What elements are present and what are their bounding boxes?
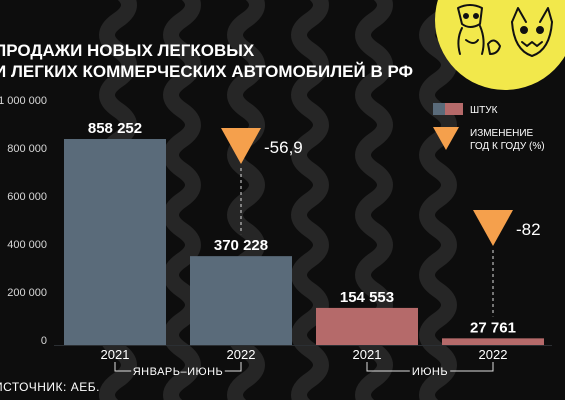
chart-title-line-1: ПРОДАЖИ НОВЫХ ЛЕГКОВЫХ (0, 41, 255, 60)
chart-title-line-2: И ЛЕГКИХ КОММЕРЧЕСКИХ АВТОМОБИЛЕЙ В РФ (0, 62, 413, 81)
change-triangle-marker (221, 128, 261, 164)
x-tick-label: 2021 (353, 347, 382, 362)
bar-value-label: 858 252 (88, 120, 142, 137)
legend: ШТУК ИЗМЕНЕНИЕ ГОД К ГОДУ (%) (433, 103, 545, 152)
group-bracket (114, 362, 242, 372)
bar-value-label: 370 228 (214, 237, 268, 254)
x-tick-label: 2021 (101, 347, 130, 362)
y-tick-label: 400 000 (7, 239, 47, 251)
bar-value-label: 154 553 (340, 289, 394, 306)
y-tick-label: 200 000 (7, 287, 47, 299)
group-label: ЯНВАРЬ–ИЮНЬ (133, 366, 224, 378)
x-tick-label: 2022 (479, 347, 508, 362)
legend-label-change-line-2: ГОД К ГОДУ (%) (470, 141, 545, 152)
y-tick-label: 600 000 (7, 191, 47, 203)
legend-triangle-icon (433, 127, 459, 150)
cartoon-characters-logo-icon (457, 4, 553, 57)
bar (64, 139, 166, 345)
wave-line (163, 0, 201, 400)
bar-value-label: 27 761 (470, 319, 516, 336)
change-triangle-marker (473, 210, 513, 246)
legend-swatch-bar-part (433, 103, 445, 115)
legend-label-change-line-1: ИЗМЕНЕНИЕ (470, 128, 534, 139)
y-tick-label: 0 (41, 335, 47, 347)
legend-label-units: ШТУК (470, 105, 498, 116)
y-tick-label: 800 000 (7, 143, 47, 155)
y-axis: 1 000 000 800 000 600 000 400 000 200 000 0 (0, 95, 47, 347)
source-note: ИСТОЧНИК: АЕБ. (0, 380, 100, 394)
wave-line (291, 0, 329, 400)
bars: 858 252 370 228 -56,9 154 553 27 761 -82 (64, 120, 544, 345)
bar (190, 256, 292, 345)
x-tick-label: 2022 (227, 347, 256, 362)
change-label: -82 (516, 220, 541, 239)
y-tick-label: 1 000 000 (0, 95, 47, 107)
group-bracket (366, 362, 494, 372)
logo (435, 0, 565, 90)
group-label: ИЮНЬ (412, 366, 448, 378)
change-label: -56,9 (264, 138, 303, 157)
bar (442, 338, 544, 345)
bar (316, 307, 418, 345)
